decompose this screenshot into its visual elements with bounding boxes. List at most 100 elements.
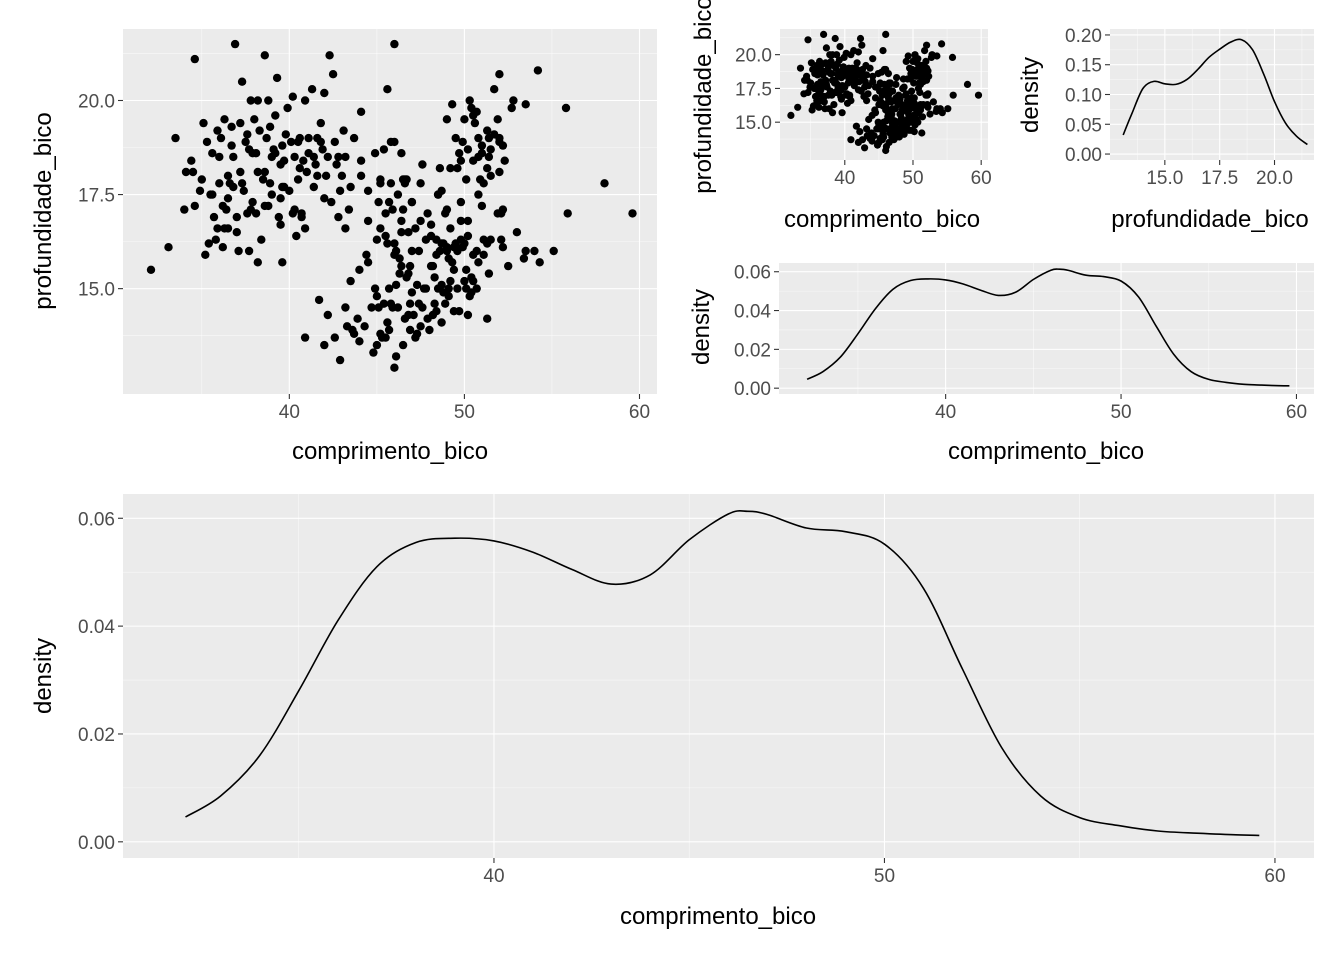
data-point (794, 103, 802, 111)
data-point (416, 322, 425, 331)
data-point (260, 51, 269, 60)
data-point (320, 88, 329, 98)
data-point (236, 167, 245, 177)
data-point (232, 212, 241, 222)
data-point (190, 54, 199, 64)
data-point (963, 80, 972, 88)
x-axis-title: comprimento_bico (948, 438, 1144, 465)
data-point (295, 133, 304, 143)
data-point (474, 258, 483, 267)
panel-background (779, 263, 1314, 394)
data-point (850, 82, 858, 90)
data-point (243, 130, 252, 139)
data-point (276, 220, 285, 229)
data-point (398, 340, 408, 350)
data-point (921, 47, 929, 55)
data-point (938, 40, 946, 48)
data-point (227, 141, 236, 150)
data-point (463, 216, 473, 226)
data-point (208, 190, 217, 199)
data-point (628, 209, 637, 218)
data-point (912, 119, 920, 128)
data-point (223, 194, 233, 203)
data-point (356, 107, 366, 117)
data-point (213, 224, 222, 233)
data-point (397, 149, 406, 158)
data-point (295, 164, 304, 173)
data-point (244, 246, 254, 256)
data-point (316, 118, 325, 128)
data-point (831, 76, 839, 84)
y-tick-label: 0.00 (1065, 145, 1102, 166)
data-point (925, 72, 933, 80)
data-point (804, 36, 812, 44)
data-point (819, 82, 827, 90)
data-point (866, 134, 874, 142)
data-point (299, 156, 308, 165)
data-point (188, 167, 198, 177)
data-point (458, 137, 467, 147)
data-point (404, 269, 413, 278)
data-point (895, 129, 903, 137)
x-tick-label: 60 (629, 402, 650, 423)
data-point (916, 106, 925, 114)
data-point (314, 295, 324, 305)
data-point (328, 70, 338, 79)
data-point (918, 113, 927, 121)
data-point (213, 126, 222, 135)
data-point (251, 149, 261, 158)
data-point (530, 246, 539, 256)
data-point (901, 91, 910, 99)
data-point (437, 239, 446, 248)
data-point (453, 284, 462, 293)
data-point (419, 284, 429, 293)
data-point (321, 171, 331, 180)
data-point (246, 96, 255, 105)
data-point (432, 250, 441, 259)
data-point (356, 171, 366, 180)
y-tick-label: 15.0 (735, 113, 772, 134)
data-point (391, 280, 401, 290)
data-point (383, 85, 392, 94)
data-point (860, 92, 868, 101)
data-point (369, 348, 378, 357)
x-axis-title: comprimento_bico (292, 438, 488, 465)
data-point (881, 125, 889, 133)
data-point (446, 224, 455, 233)
data-point (384, 284, 394, 293)
data-point (411, 333, 420, 342)
data-point (215, 152, 224, 162)
data-point (890, 97, 898, 105)
x-tick-label: 50 (874, 866, 895, 887)
data-point (853, 59, 861, 67)
data-point (469, 111, 478, 120)
x-axis-title: comprimento_bico (784, 206, 980, 233)
data-point (197, 175, 206, 184)
y-tick-label: 15.0 (78, 280, 115, 301)
data-point (861, 78, 869, 86)
data-point (474, 190, 483, 199)
data-point (845, 75, 853, 83)
data-point (889, 128, 897, 136)
data-point (335, 186, 345, 195)
data-point (276, 160, 285, 169)
x-tick-label: 20.0 (1256, 168, 1293, 189)
panel-scatter_large: 40 50 60 15.0 17.5 20.0 comprimento_bico profun… (30, 29, 657, 465)
y-tick-label: 0.04 (78, 617, 115, 638)
data-point (292, 231, 301, 241)
data-point (500, 156, 509, 165)
y-tick-label: 0.02 (78, 725, 115, 746)
data-point (512, 228, 522, 237)
data-point (237, 77, 247, 86)
data-point (814, 64, 822, 72)
data-point (341, 224, 350, 233)
data-point (353, 314, 362, 323)
y-tick-label: 0.20 (1065, 26, 1102, 47)
data-point (484, 152, 494, 162)
data-point (483, 239, 492, 248)
data-point (483, 314, 492, 323)
data-point (521, 246, 530, 256)
data-point (181, 167, 191, 177)
data-point (388, 205, 397, 214)
data-point (430, 273, 439, 282)
